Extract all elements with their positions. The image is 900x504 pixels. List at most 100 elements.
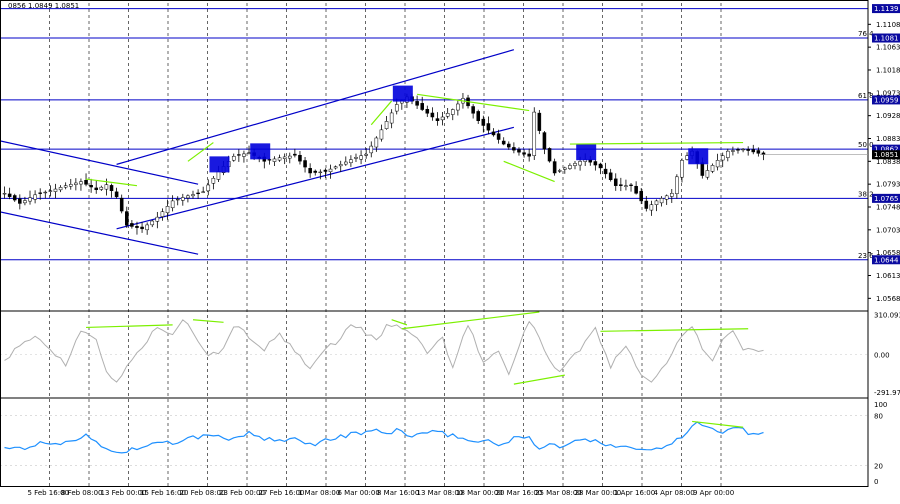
candle-body bbox=[517, 149, 521, 153]
candle-body bbox=[293, 153, 297, 156]
cci-divergence-line bbox=[401, 311, 540, 330]
channel-line-ascending bbox=[116, 49, 515, 165]
candle-body bbox=[547, 148, 552, 162]
candle-body bbox=[109, 185, 114, 192]
rsi-tick-label: 80 bbox=[874, 413, 883, 421]
price-tag bbox=[872, 33, 900, 43]
time-label: 4 Apr 08:00 bbox=[654, 489, 695, 497]
price-tick-label: 1.0613 bbox=[876, 272, 900, 280]
candle-body bbox=[74, 182, 78, 185]
candle-body bbox=[216, 171, 221, 180]
cci-tick-label: 310.0935 bbox=[874, 312, 900, 320]
price-tick-label: 1.0793 bbox=[876, 181, 900, 189]
candle-body bbox=[425, 109, 430, 114]
candle-body bbox=[603, 168, 608, 175]
rsi-series-line bbox=[4, 421, 764, 454]
candle-body bbox=[242, 153, 246, 157]
candle-body bbox=[114, 191, 119, 198]
trend-channels bbox=[0, 49, 515, 255]
price-tag-value: 1.0959 bbox=[874, 96, 899, 104]
fib-level-label: 61.8 bbox=[858, 92, 874, 100]
candle-body bbox=[125, 211, 129, 226]
channel-line-descending bbox=[0, 140, 199, 185]
candle-body bbox=[654, 200, 659, 205]
fib-level-label: 50.0 bbox=[858, 141, 874, 149]
pattern-markers bbox=[209, 85, 709, 173]
candle-body bbox=[43, 191, 48, 194]
cci-divergence-line bbox=[391, 319, 408, 326]
price-tick-label: 1.0703 bbox=[876, 226, 900, 234]
candle-body bbox=[629, 184, 633, 186]
candle-body bbox=[598, 163, 603, 169]
price-tick-label: 1.0838 bbox=[876, 158, 900, 166]
candle-body bbox=[58, 187, 63, 191]
price-axis: 1.1108 1.1063 1.1018 1.0973 1.0928 1.0883 1.08… bbox=[868, 21, 900, 303]
candle-body bbox=[430, 112, 435, 118]
candle-body bbox=[267, 159, 272, 161]
candle-body bbox=[563, 167, 567, 170]
candle-body bbox=[333, 166, 338, 169]
price-tag-value: 1.1081 bbox=[874, 35, 899, 43]
candle-body bbox=[537, 112, 542, 131]
price-divergence-line bbox=[187, 142, 214, 162]
candle-body bbox=[344, 161, 348, 165]
candle-body bbox=[756, 150, 761, 154]
candle-body bbox=[186, 195, 190, 199]
candle-body bbox=[624, 185, 628, 187]
axes bbox=[0, 0, 869, 487]
candle-body bbox=[7, 193, 12, 197]
time-label: 15 Feb 16:00 bbox=[140, 489, 186, 497]
candle-body bbox=[140, 226, 144, 230]
candle-body bbox=[720, 155, 725, 161]
candle-body bbox=[491, 131, 496, 136]
time-label: 13 Feb 00:00 bbox=[101, 489, 147, 497]
candle-body bbox=[196, 192, 200, 195]
rsi-tick-label: 20 bbox=[874, 462, 883, 470]
candle-body bbox=[675, 176, 679, 194]
candle-body bbox=[726, 150, 730, 158]
candle-body bbox=[369, 145, 374, 154]
time-label: 6 Mar 00:00 bbox=[338, 489, 380, 497]
candle-body bbox=[338, 164, 343, 167]
candle-body bbox=[512, 147, 516, 151]
candle-body bbox=[552, 161, 557, 174]
candle-body bbox=[746, 149, 750, 151]
cci-divergence-line bbox=[86, 324, 173, 329]
candle-body bbox=[700, 162, 705, 176]
price-tag-value: 1.0644 bbox=[874, 256, 899, 264]
time-label: 20 Mar 16:00 bbox=[496, 489, 543, 497]
candle-body bbox=[435, 118, 440, 121]
candle-body bbox=[389, 112, 394, 124]
candle-body bbox=[415, 101, 419, 106]
pattern-marker bbox=[688, 148, 709, 165]
price-tag bbox=[872, 144, 900, 154]
price-tick-label: 1.0883 bbox=[876, 135, 900, 143]
candle-body bbox=[28, 197, 32, 202]
candle-body bbox=[384, 121, 389, 129]
candle-body bbox=[323, 169, 328, 172]
candle-body bbox=[649, 204, 654, 211]
price-tag bbox=[872, 255, 900, 265]
candle-body bbox=[532, 111, 537, 156]
candle-body bbox=[496, 133, 501, 140]
rsi-tick-label: 100 bbox=[874, 401, 887, 409]
time-label: 8 Feb 08:00 bbox=[61, 489, 102, 497]
candle-body bbox=[211, 177, 216, 184]
time-label: 13 Mar 08:00 bbox=[417, 489, 464, 497]
candle-body bbox=[527, 153, 531, 157]
candle-body bbox=[445, 113, 450, 117]
candle-body bbox=[659, 198, 664, 204]
candle-body bbox=[84, 179, 88, 185]
candle-body bbox=[573, 163, 577, 166]
candle-body bbox=[542, 132, 547, 150]
candle-body bbox=[191, 194, 195, 197]
candle-body bbox=[89, 185, 93, 188]
time-label: 20 Feb 08:00 bbox=[180, 489, 226, 497]
candle-body bbox=[481, 118, 486, 126]
candle-body bbox=[568, 165, 572, 169]
candle-body bbox=[349, 159, 353, 164]
price-divergence-line bbox=[503, 160, 555, 183]
candle-body bbox=[130, 223, 134, 227]
rsi-tick-label: 0 bbox=[874, 478, 878, 486]
